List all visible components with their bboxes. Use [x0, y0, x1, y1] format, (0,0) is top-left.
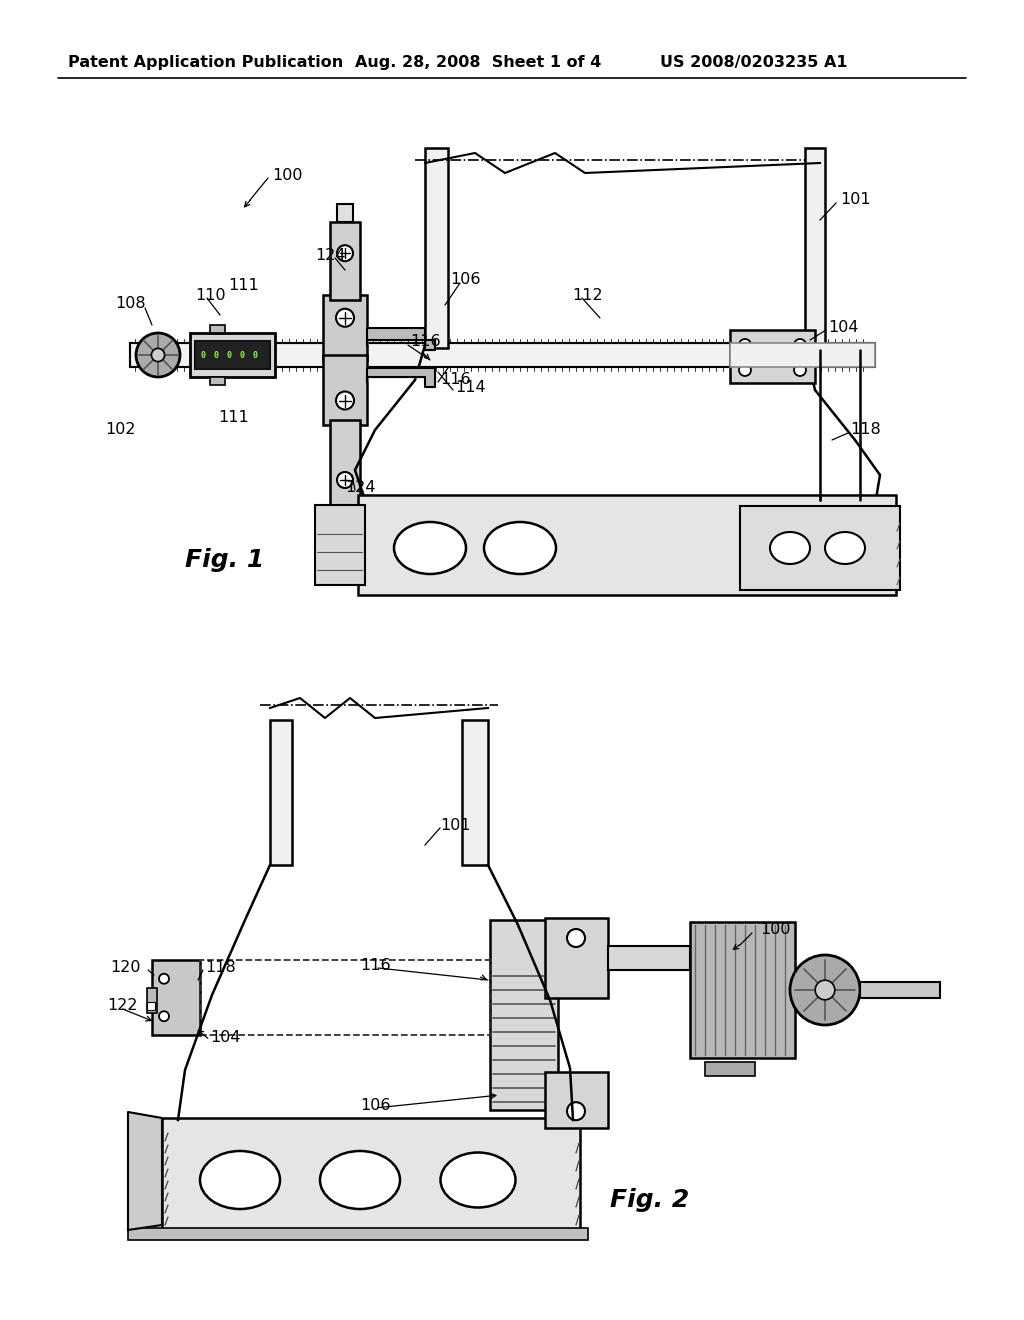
Bar — [608, 946, 690, 970]
Ellipse shape — [825, 532, 865, 564]
Bar — [690, 921, 795, 1059]
Text: 116: 116 — [440, 372, 471, 388]
Bar — [730, 343, 874, 367]
Circle shape — [337, 246, 353, 261]
Bar — [805, 148, 825, 348]
Text: 101: 101 — [840, 193, 870, 207]
Text: 104: 104 — [210, 1031, 241, 1045]
Bar — [315, 506, 365, 585]
Bar — [200, 960, 490, 1035]
Circle shape — [794, 364, 806, 376]
Bar — [195, 341, 270, 370]
Text: 0: 0 — [226, 351, 231, 359]
Text: 114: 114 — [455, 380, 485, 396]
Text: 0: 0 — [240, 351, 245, 359]
Bar — [545, 917, 608, 998]
Circle shape — [336, 392, 354, 409]
Bar — [730, 330, 815, 383]
Bar — [705, 1063, 755, 1076]
Circle shape — [739, 364, 751, 376]
Circle shape — [337, 473, 353, 488]
Circle shape — [794, 339, 806, 351]
Polygon shape — [367, 368, 435, 387]
Circle shape — [159, 1011, 169, 1022]
Bar — [152, 960, 200, 1035]
Text: 100: 100 — [760, 923, 791, 937]
Text: 116: 116 — [360, 957, 390, 973]
Text: 112: 112 — [572, 288, 603, 302]
Text: 0: 0 — [213, 351, 218, 359]
Text: 100: 100 — [272, 168, 302, 182]
Bar — [462, 719, 488, 865]
Bar — [860, 982, 940, 998]
Text: 111: 111 — [228, 277, 259, 293]
Text: 124: 124 — [315, 248, 345, 263]
Text: 118: 118 — [205, 961, 236, 975]
Bar — [130, 343, 874, 367]
Ellipse shape — [484, 521, 556, 574]
Text: 0: 0 — [253, 351, 257, 359]
Bar — [270, 719, 292, 865]
Text: Fig. 1: Fig. 1 — [185, 548, 264, 572]
Bar — [210, 378, 225, 385]
Ellipse shape — [770, 532, 810, 564]
Ellipse shape — [394, 521, 466, 574]
Text: Fig. 2: Fig. 2 — [610, 1188, 689, 1212]
Circle shape — [815, 981, 835, 999]
Bar — [128, 1228, 588, 1239]
Ellipse shape — [200, 1151, 280, 1209]
Circle shape — [159, 974, 169, 983]
Text: Aug. 28, 2008  Sheet 1 of 4: Aug. 28, 2008 Sheet 1 of 4 — [355, 54, 601, 70]
Circle shape — [567, 929, 585, 946]
Bar — [190, 333, 275, 378]
Text: 108: 108 — [115, 296, 145, 310]
Circle shape — [567, 1102, 585, 1121]
Text: 111: 111 — [218, 411, 249, 425]
Bar — [337, 520, 353, 539]
Text: 106: 106 — [360, 1097, 390, 1113]
Bar — [545, 1072, 608, 1129]
Circle shape — [336, 309, 354, 327]
Bar — [323, 355, 367, 425]
Bar — [147, 987, 157, 1012]
Text: Patent Application Publication: Patent Application Publication — [68, 54, 343, 70]
Bar — [740, 506, 900, 590]
Text: 106: 106 — [450, 272, 480, 288]
Ellipse shape — [440, 1152, 515, 1208]
Circle shape — [152, 348, 165, 362]
Bar — [330, 222, 360, 300]
Text: 101: 101 — [440, 817, 471, 833]
Ellipse shape — [790, 954, 860, 1026]
Text: 102: 102 — [105, 422, 135, 437]
Text: 110: 110 — [195, 288, 225, 302]
Text: 120: 120 — [110, 961, 140, 975]
Ellipse shape — [319, 1151, 400, 1209]
Bar — [162, 1118, 580, 1230]
Polygon shape — [128, 1111, 162, 1230]
Text: 104: 104 — [828, 321, 858, 335]
Bar — [337, 205, 353, 222]
Ellipse shape — [136, 333, 180, 378]
Bar — [425, 148, 449, 348]
Circle shape — [739, 339, 751, 351]
Text: US 2008/0203235 A1: US 2008/0203235 A1 — [660, 54, 848, 70]
Bar — [323, 294, 367, 360]
Text: 118: 118 — [850, 422, 881, 437]
Bar — [358, 495, 896, 595]
Text: 0: 0 — [201, 351, 206, 359]
Text: 122: 122 — [106, 998, 137, 1012]
Bar — [490, 920, 558, 1110]
Text: 116: 116 — [410, 334, 440, 350]
Polygon shape — [367, 327, 435, 350]
Text: 124: 124 — [345, 480, 376, 495]
Bar — [330, 420, 360, 520]
Bar — [210, 325, 225, 333]
Bar — [147, 1002, 155, 1010]
